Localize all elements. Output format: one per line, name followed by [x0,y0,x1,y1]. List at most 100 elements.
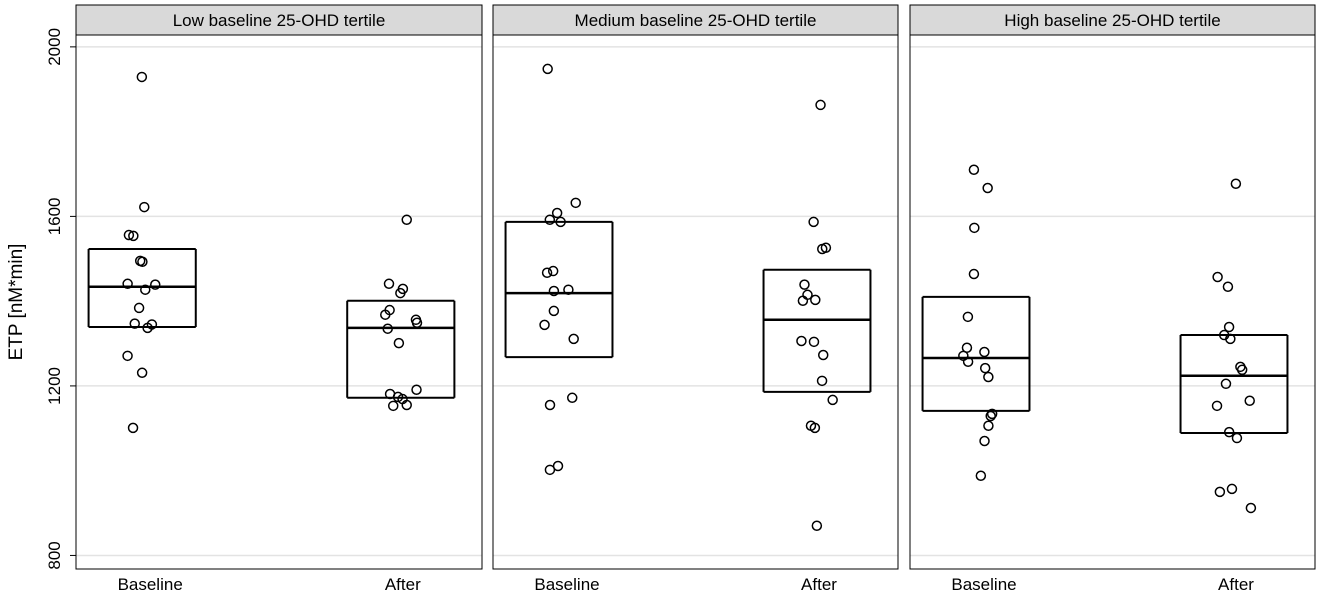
point [136,367,148,379]
point [1214,486,1226,498]
point [986,408,998,420]
panel-title: Medium baseline 25-OHD tertile [575,11,817,30]
y-tick-label: 1600 [45,197,64,235]
point [401,399,412,411]
point [122,278,133,290]
strip [909,4,1316,36]
point [137,256,148,267]
x-tick-label: Baseline [118,575,183,594]
point [548,285,560,297]
point [810,294,821,306]
point [968,268,980,280]
y-tick-label: 1200 [45,367,64,405]
y-axis-label: ETP [nM*min] [6,244,27,361]
y-tick-label: 800 [45,541,64,569]
point [1211,400,1223,412]
point [827,394,838,406]
panel-title: High baseline 25-OHD tertile [1004,11,1220,30]
point [387,400,399,412]
y-tick-label: 2000 [45,28,64,66]
point [395,287,406,299]
point [817,349,829,361]
point [968,164,980,176]
point [808,336,820,348]
point [1226,483,1238,495]
point [799,279,810,290]
point [566,392,578,404]
point [983,371,994,383]
x-tick-label: After [1218,575,1254,594]
point [1223,426,1235,438]
point [962,311,974,323]
point [129,318,140,329]
point [979,362,991,374]
point [1222,281,1234,292]
point [1245,502,1257,514]
point [979,435,990,447]
point [1212,271,1223,283]
strip [75,4,483,36]
point [1244,395,1255,406]
point [139,201,150,213]
point [150,279,161,290]
point [542,63,553,75]
panel-border [909,34,1316,570]
point [128,230,139,242]
point [983,420,994,432]
point [815,99,826,111]
point [411,317,423,329]
point [380,309,391,320]
point [568,333,579,345]
panel [76,35,482,569]
point [817,243,828,255]
point [1231,432,1243,444]
panel-border [492,34,899,570]
panel [910,35,1315,569]
point [985,410,996,422]
x-tick-label: After [801,575,837,594]
point [382,323,393,334]
point [383,278,395,290]
point [122,350,133,362]
point [796,335,807,347]
point [401,214,412,226]
point [393,337,405,349]
x-tick-label: After [385,575,421,594]
point [1225,333,1236,345]
point [133,302,145,314]
point [547,265,559,277]
point [127,422,139,434]
point [1236,364,1248,376]
point [136,71,148,83]
x-tick-label: Baseline [951,575,1016,594]
point [811,520,823,532]
point [979,346,990,358]
point [816,375,828,387]
point [544,464,556,476]
x-tick-label: Baseline [534,575,599,594]
point [982,182,993,194]
strip [492,4,899,36]
point [544,214,556,226]
point [544,399,556,411]
point [570,197,581,209]
point [555,216,566,228]
point [1223,321,1235,333]
point [140,284,151,295]
point [969,222,980,234]
panel-title: Low baseline 25-OHD tertile [173,11,386,30]
point [551,207,563,219]
point [142,322,153,334]
point [808,216,819,228]
point [123,229,135,241]
panel-border [75,34,483,570]
point [962,356,974,368]
point [541,267,553,279]
point [548,305,560,317]
point [563,284,574,295]
point [797,295,809,306]
point [1220,378,1232,390]
point [539,319,550,331]
point [975,470,987,482]
